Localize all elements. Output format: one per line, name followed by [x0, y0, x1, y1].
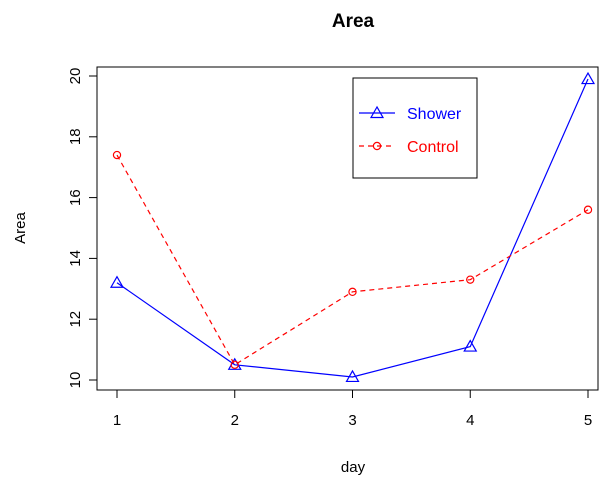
- y-axis: 10 12 14 16 18 20: [67, 68, 98, 389]
- series-layer: [109, 71, 596, 383]
- y-tick-label: 14: [67, 250, 84, 267]
- chart-title: Area: [332, 11, 375, 32]
- y-tick-label: 20: [67, 68, 84, 85]
- x-tick-label: 4: [466, 412, 474, 429]
- control-line: [116, 154, 589, 366]
- x-tick-label: 1: [113, 412, 121, 429]
- shower-point: [580, 71, 596, 85]
- legend-control-marker: [372, 141, 382, 151]
- x-tick-label: 2: [231, 412, 239, 429]
- shower-point: [463, 339, 478, 352]
- x-tick-label: 5: [584, 412, 592, 429]
- series-control: [112, 150, 593, 369]
- y-tick-label: 10: [67, 372, 84, 389]
- control-point: [112, 150, 122, 160]
- shower-point: [109, 275, 125, 288]
- x-axis-label: day: [341, 459, 366, 476]
- control-point: [466, 275, 475, 284]
- legend-box: [352, 77, 478, 179]
- y-axis-label: Area: [12, 212, 29, 244]
- y-tick-label: 16: [67, 189, 84, 206]
- y-tick-label: 12: [67, 311, 84, 328]
- control-point: [230, 360, 239, 369]
- control-point: [583, 205, 593, 214]
- legend-shower-marker: [369, 105, 385, 119]
- shower-point: [345, 369, 360, 383]
- control-point: [348, 287, 357, 297]
- x-axis: 1 2 3 4 5: [113, 389, 592, 429]
- legend-shower-label: Shower: [407, 106, 462, 123]
- x-tick-label: 3: [348, 412, 356, 429]
- shower-point: [227, 357, 242, 370]
- legend-control-label: Control: [407, 139, 459, 156]
- y-tick-label: 18: [67, 128, 84, 145]
- legend: Shower Control: [352, 77, 478, 179]
- shower-line: [116, 78, 589, 378]
